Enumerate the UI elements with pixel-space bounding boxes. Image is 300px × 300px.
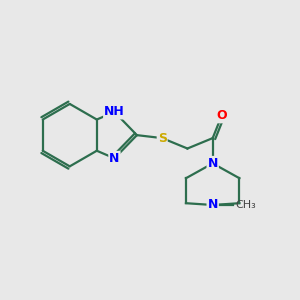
Text: N: N: [208, 199, 218, 212]
Text: NH: NH: [104, 106, 125, 118]
Text: N: N: [208, 157, 218, 170]
Text: S: S: [158, 132, 167, 145]
Text: N: N: [109, 152, 120, 165]
Text: CH₃: CH₃: [235, 200, 256, 210]
Text: O: O: [216, 109, 227, 122]
